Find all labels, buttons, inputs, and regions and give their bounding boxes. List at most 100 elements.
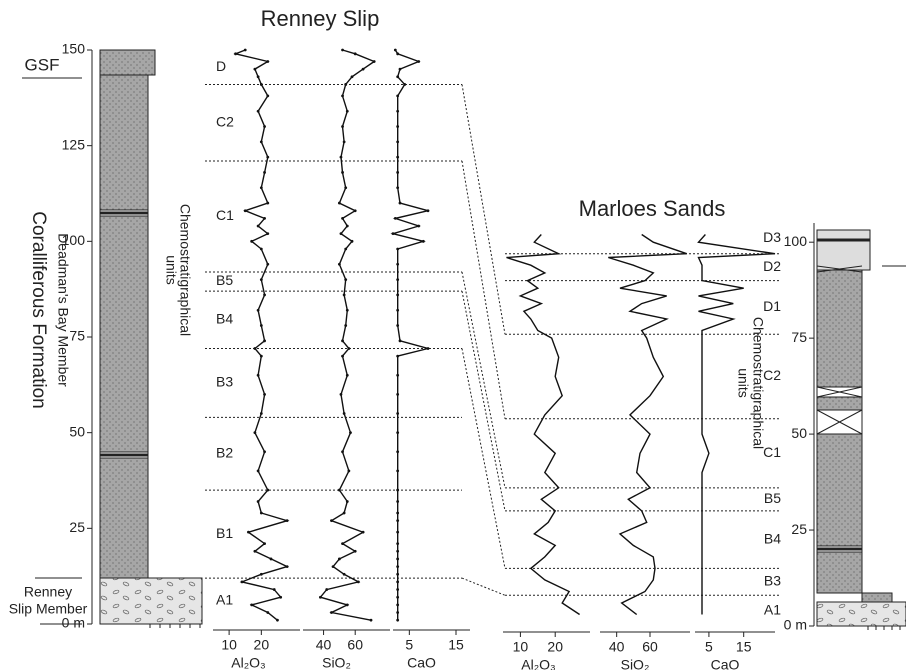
profile-point — [259, 278, 263, 281]
depth-tick-label: 150 — [62, 41, 86, 57]
x-tick-label: 15 — [736, 639, 752, 655]
depth-tick-label: 50 — [791, 425, 807, 441]
profile-point — [256, 75, 260, 79]
profile-point — [341, 171, 344, 174]
depth-tick-label: 25 — [791, 521, 807, 537]
depth-tick-label: 100 — [62, 232, 86, 248]
profile-point — [393, 48, 397, 52]
profile-point — [426, 347, 430, 350]
profile-point — [342, 293, 346, 297]
profile-point — [266, 232, 270, 236]
profile-point — [345, 373, 349, 377]
profile-point — [398, 339, 402, 343]
correlation-line — [461, 160, 506, 419]
profile-point — [341, 542, 344, 546]
profile-point — [243, 209, 247, 213]
unit-label: D — [216, 58, 226, 74]
profile-point — [345, 603, 349, 607]
profile-point — [342, 572, 346, 576]
profile-point — [396, 324, 400, 327]
profile-point — [253, 549, 257, 553]
depth-tick-label: 50 — [69, 423, 85, 439]
profile-point — [266, 488, 270, 492]
profile-point — [253, 67, 257, 71]
profile-point — [259, 83, 263, 86]
profile-point — [350, 75, 354, 79]
profile-point — [263, 125, 266, 128]
profile-point — [396, 488, 400, 492]
unit-label: B3 — [216, 374, 233, 390]
profile-point — [259, 324, 263, 327]
profile-point — [396, 354, 400, 358]
profile-point — [391, 232, 395, 236]
profile-point — [421, 239, 425, 243]
member-label: Deadman's Bay Member — [55, 233, 71, 387]
profile-point — [253, 347, 257, 350]
profile-point — [331, 565, 335, 568]
profile-point — [350, 239, 354, 243]
section-title: Marloes Sands — [579, 196, 726, 221]
unit-label: B5 — [216, 272, 233, 288]
profile-point — [396, 171, 400, 174]
profile-point — [256, 308, 260, 312]
profile-point — [396, 373, 400, 377]
marloes-log — [816, 229, 906, 630]
profile-point — [256, 109, 260, 113]
unit-label: B1 — [216, 525, 233, 541]
x-tick-label: 5 — [705, 639, 713, 655]
correlation-line — [461, 290, 506, 511]
profile-point — [256, 373, 260, 377]
x-axis-title: SiO₂ — [322, 655, 351, 670]
profile-line — [319, 49, 376, 621]
unit-label: C1 — [763, 444, 781, 460]
profile-point — [396, 565, 400, 568]
profile-point — [330, 519, 333, 523]
depth-tick-label: 125 — [62, 136, 86, 152]
profile-point — [259, 412, 263, 415]
profile-point — [396, 293, 400, 297]
profile-point — [263, 450, 266, 454]
x-axis-title: CaO — [711, 657, 740, 670]
profile-point — [356, 580, 360, 584]
profile-line — [608, 233, 687, 616]
x-tick-label: 40 — [609, 639, 625, 655]
profile-point — [259, 572, 263, 576]
unit-label: B2 — [216, 444, 233, 460]
profile-point — [344, 186, 348, 190]
profile-point — [396, 572, 400, 576]
profile-point — [276, 618, 279, 622]
profile-point — [396, 519, 400, 523]
profile-point — [403, 83, 407, 86]
profile-point — [341, 339, 344, 343]
marker-label: GSF — [25, 55, 60, 74]
x-tick-label: 60 — [347, 637, 363, 653]
profile-point — [345, 224, 349, 228]
profile-point — [339, 232, 343, 236]
profile-point — [259, 247, 263, 251]
profile-point — [263, 171, 266, 174]
profile-point — [266, 201, 270, 205]
formation-label: Coralliferous Formation — [28, 211, 49, 408]
profile-point — [344, 247, 348, 251]
profile-point — [344, 278, 348, 281]
profile-point — [396, 125, 400, 128]
correlation-line — [461, 271, 506, 488]
profile-point — [339, 393, 343, 396]
profile-point — [337, 201, 341, 205]
profile-point — [330, 611, 333, 614]
x-axis-title: SiO₂ — [621, 657, 650, 670]
x-tick-label: 5 — [405, 637, 413, 653]
units-title: Chemostratigraphical — [750, 317, 766, 449]
units-title: units — [735, 368, 751, 398]
unit-label: B4 — [764, 530, 781, 546]
profile-point — [353, 52, 357, 56]
profile-point — [342, 140, 346, 144]
x-tick-label: 20 — [547, 639, 563, 655]
profile-line — [506, 234, 580, 616]
unit-label: A1 — [216, 592, 233, 608]
profile-point — [259, 140, 263, 144]
profile-point — [396, 186, 400, 190]
profile-point — [250, 239, 254, 243]
depth-tick-label: 100 — [784, 233, 808, 249]
profile-point — [372, 60, 376, 63]
